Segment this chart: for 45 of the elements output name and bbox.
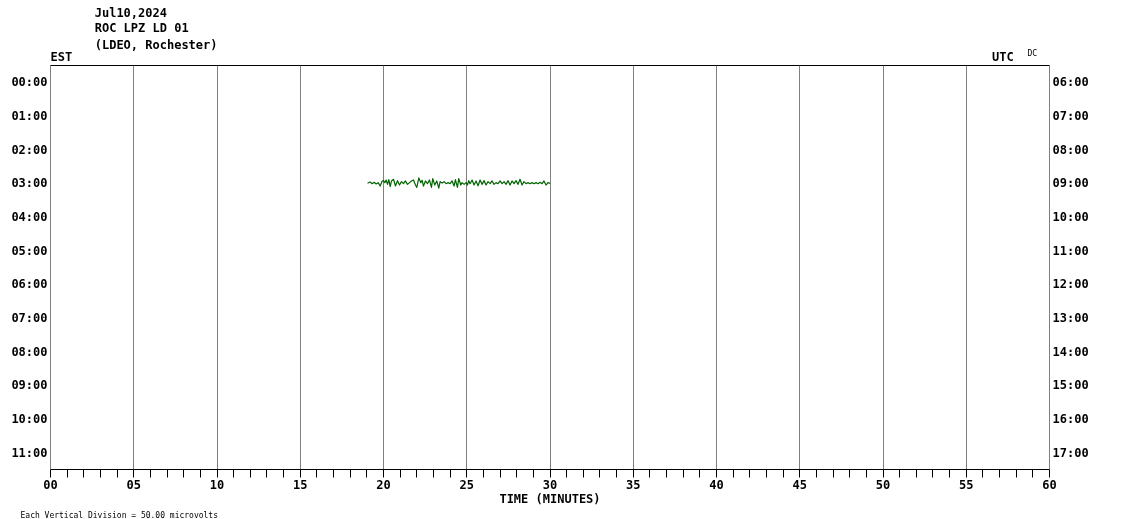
y-tick-label: 07:00 — [11, 311, 48, 325]
y-tick-label: 04:00 — [11, 210, 48, 224]
text: Each Vertical Division = 50.00 microvolts — [20, 510, 219, 519]
y2-tick-label: 06:00 — [1052, 75, 1089, 90]
x-tick-label: 05 — [126, 477, 141, 492]
x-axis-title: TIME (MINUTES) — [499, 491, 601, 506]
x-tick-label: 15 — [293, 477, 308, 492]
x-tick-label: 20 — [376, 477, 391, 492]
y-tick-label: 10:00 — [11, 412, 48, 426]
chart-title: Jul10,2024 — [94, 5, 167, 20]
x-tick-label: 00 — [43, 477, 58, 492]
y-tick-label: 06:00 — [11, 277, 48, 292]
y2-tick-label: 07:00 — [1052, 109, 1089, 123]
y2-tick-label: 11:00 — [1052, 243, 1089, 258]
y2-tick-label: 16:00 — [1052, 412, 1089, 426]
x-tick-label: 45 — [792, 477, 807, 492]
y-tick-label: 09:00 — [11, 378, 48, 393]
x-tick-label: 60 — [1042, 477, 1057, 492]
y2-tick-label: 08:00 — [1052, 142, 1089, 157]
y-axis-title: EST — [50, 49, 73, 64]
text: DC — [1027, 49, 1038, 58]
line-series — [366, 177, 551, 189]
chart-subtitle: ROC LPZ LD 01 (LDEO, Rochester) — [94, 20, 218, 52]
y2-tick-label: 10:00 — [1052, 210, 1089, 224]
y2-axis-title: UTC — [992, 49, 1014, 64]
y-tick-label: 05:00 — [11, 243, 48, 258]
y-tick-label: 00:00 — [11, 75, 48, 90]
y2-tick-label: 09:00 — [1052, 176, 1089, 191]
y2-tick-label: 14:00 — [1052, 344, 1089, 359]
y-tick-label: 08:00 — [11, 344, 48, 359]
x-tick-label: 55 — [959, 477, 974, 492]
x-tick-label: 35 — [626, 477, 641, 492]
x-tick-label: 10 — [209, 477, 225, 492]
y-tick-label: 11:00 — [11, 445, 48, 460]
y2-tick-label: 17:00 — [1052, 445, 1089, 460]
x-tick-label: 25 — [459, 477, 474, 492]
x-tick-label: 50 — [875, 477, 891, 492]
y2-tick-label: 15:00 — [1052, 378, 1089, 393]
x-tick-label: 30 — [542, 477, 558, 492]
y-tick-label: 01:00 — [11, 109, 48, 123]
x-tick-label: 40 — [709, 477, 724, 492]
y-tick-label: 02:00 — [11, 142, 48, 157]
y2-tick-label: 12:00 — [1052, 277, 1089, 292]
y2-tick-label: 13:00 — [1052, 311, 1089, 325]
y-tick-label: 03:00 — [11, 176, 48, 191]
